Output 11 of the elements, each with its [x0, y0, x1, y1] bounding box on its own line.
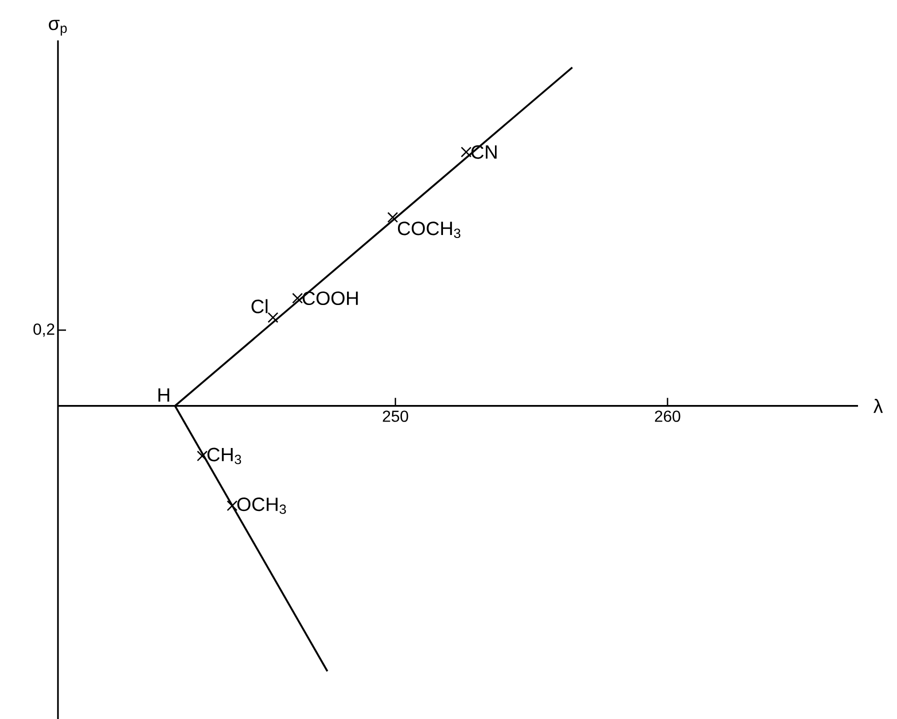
annotation: COCH$_{3}$	[398, 222, 460, 238]
annotation: CH$_{3}$	[207, 448, 242, 464]
annotation: Cl	[252, 299, 268, 314]
y-axis-title: σ$_{p}$	[48, 20, 67, 36]
annotation: H	[158, 388, 170, 402]
x-tick-label: 260	[654, 410, 680, 422]
annotation: OCH$_{3}$	[237, 498, 286, 514]
text: 0,2	[33, 324, 54, 337]
x-axis-title: λ	[874, 398, 883, 413]
x-tick-label: 250	[382, 410, 408, 422]
annotation: COOH	[302, 291, 358, 306]
